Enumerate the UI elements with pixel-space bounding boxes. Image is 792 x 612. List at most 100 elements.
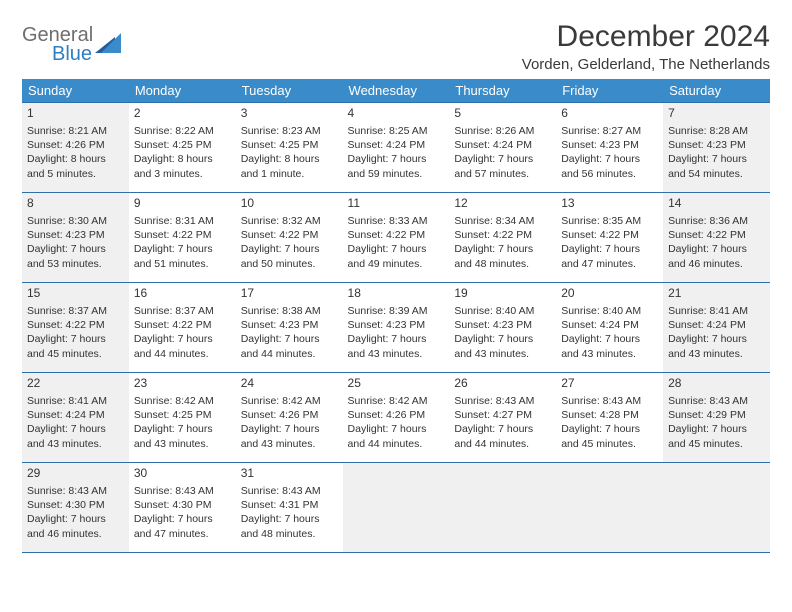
day-number: 23 xyxy=(134,376,231,390)
day-number: 28 xyxy=(668,376,765,390)
daylight-text: and 43 minutes. xyxy=(27,437,124,451)
day-cell: 30Sunrise: 8:43 AMSunset: 4:30 PMDayligh… xyxy=(129,463,236,553)
daylight-text: and 43 minutes. xyxy=(561,347,658,361)
daylight-text: Daylight: 7 hours xyxy=(241,422,338,436)
daylight-text: and 5 minutes. xyxy=(27,167,124,181)
day-number: 30 xyxy=(134,466,231,480)
day-cell: 1Sunrise: 8:21 AMSunset: 4:26 PMDaylight… xyxy=(22,103,129,193)
day-number: 18 xyxy=(348,286,445,300)
weekday-header: Saturday xyxy=(663,79,770,103)
calendar-week-row: 8Sunrise: 8:30 AMSunset: 4:23 PMDaylight… xyxy=(22,193,770,283)
daylight-text: and 53 minutes. xyxy=(27,257,124,271)
day-number: 11 xyxy=(348,196,445,210)
daylight-text: and 46 minutes. xyxy=(668,257,765,271)
sunset-text: Sunset: 4:31 PM xyxy=(241,498,338,512)
sunrise-text: Sunrise: 8:43 AM xyxy=(241,484,338,498)
title-block: December 2024 Vorden, Gelderland, The Ne… xyxy=(522,20,770,73)
sunset-text: Sunset: 4:27 PM xyxy=(454,408,551,422)
sunrise-text: Sunrise: 8:36 AM xyxy=(668,214,765,228)
daylight-text: Daylight: 7 hours xyxy=(27,422,124,436)
day-number: 15 xyxy=(27,286,124,300)
day-cell: 12Sunrise: 8:34 AMSunset: 4:22 PMDayligh… xyxy=(449,193,556,283)
sunrise-text: Sunrise: 8:42 AM xyxy=(241,394,338,408)
daylight-text: Daylight: 7 hours xyxy=(454,152,551,166)
sunrise-text: Sunrise: 8:40 AM xyxy=(454,304,551,318)
daylight-text: Daylight: 7 hours xyxy=(27,242,124,256)
daylight-text: Daylight: 7 hours xyxy=(561,332,658,346)
day-number: 14 xyxy=(668,196,765,210)
daylight-text: Daylight: 7 hours xyxy=(668,422,765,436)
daylight-text: and 48 minutes. xyxy=(454,257,551,271)
daylight-text: and 43 minutes. xyxy=(668,347,765,361)
sunset-text: Sunset: 4:22 PM xyxy=(134,318,231,332)
daylight-text: Daylight: 7 hours xyxy=(348,422,445,436)
header: General Blue December 2024 Vorden, Gelde… xyxy=(22,20,770,73)
sunset-text: Sunset: 4:25 PM xyxy=(134,408,231,422)
calendar-body: 1Sunrise: 8:21 AMSunset: 4:26 PMDaylight… xyxy=(22,103,770,553)
weekday-header-row: SundayMondayTuesdayWednesdayThursdayFrid… xyxy=(22,79,770,103)
day-cell: 5Sunrise: 8:26 AMSunset: 4:24 PMDaylight… xyxy=(449,103,556,193)
day-cell: 21Sunrise: 8:41 AMSunset: 4:24 PMDayligh… xyxy=(663,283,770,373)
day-number: 1 xyxy=(27,106,124,120)
calendar-week-row: 22Sunrise: 8:41 AMSunset: 4:24 PMDayligh… xyxy=(22,373,770,463)
daylight-text: and 47 minutes. xyxy=(134,527,231,541)
sunset-text: Sunset: 4:23 PM xyxy=(241,318,338,332)
sunrise-text: Sunrise: 8:38 AM xyxy=(241,304,338,318)
sunset-text: Sunset: 4:22 PM xyxy=(27,318,124,332)
day-cell: 3Sunrise: 8:23 AMSunset: 4:25 PMDaylight… xyxy=(236,103,343,193)
day-number: 17 xyxy=(241,286,338,300)
daylight-text: and 56 minutes. xyxy=(561,167,658,181)
day-cell: 4Sunrise: 8:25 AMSunset: 4:24 PMDaylight… xyxy=(343,103,450,193)
sunset-text: Sunset: 4:30 PM xyxy=(134,498,231,512)
sunset-text: Sunset: 4:24 PM xyxy=(454,138,551,152)
day-cell: 31Sunrise: 8:43 AMSunset: 4:31 PMDayligh… xyxy=(236,463,343,553)
sunrise-text: Sunrise: 8:41 AM xyxy=(668,304,765,318)
sunset-text: Sunset: 4:23 PM xyxy=(348,318,445,332)
weekday-header: Wednesday xyxy=(343,79,450,103)
daylight-text: and 43 minutes. xyxy=(454,347,551,361)
daylight-text: and 44 minutes. xyxy=(454,437,551,451)
daylight-text: Daylight: 7 hours xyxy=(27,512,124,526)
day-number: 8 xyxy=(27,196,124,210)
daylight-text: Daylight: 7 hours xyxy=(134,422,231,436)
day-cell: 10Sunrise: 8:32 AMSunset: 4:22 PMDayligh… xyxy=(236,193,343,283)
calendar-page: General Blue December 2024 Vorden, Gelde… xyxy=(0,0,792,573)
sunset-text: Sunset: 4:22 PM xyxy=(561,228,658,242)
calendar-head: SundayMondayTuesdayWednesdayThursdayFrid… xyxy=(22,79,770,103)
day-cell: 2Sunrise: 8:22 AMSunset: 4:25 PMDaylight… xyxy=(129,103,236,193)
weekday-header: Friday xyxy=(556,79,663,103)
calendar-week-row: 15Sunrise: 8:37 AMSunset: 4:22 PMDayligh… xyxy=(22,283,770,373)
day-number: 24 xyxy=(241,376,338,390)
day-number: 3 xyxy=(241,106,338,120)
daylight-text: and 44 minutes. xyxy=(134,347,231,361)
daylight-text: Daylight: 7 hours xyxy=(241,512,338,526)
daylight-text: Daylight: 7 hours xyxy=(454,422,551,436)
sunset-text: Sunset: 4:22 PM xyxy=(241,228,338,242)
sunset-text: Sunset: 4:22 PM xyxy=(348,228,445,242)
daylight-text: Daylight: 7 hours xyxy=(454,242,551,256)
daylight-text: and 45 minutes. xyxy=(27,347,124,361)
day-cell: 6Sunrise: 8:27 AMSunset: 4:23 PMDaylight… xyxy=(556,103,663,193)
day-cell: 22Sunrise: 8:41 AMSunset: 4:24 PMDayligh… xyxy=(22,373,129,463)
sunset-text: Sunset: 4:28 PM xyxy=(561,408,658,422)
sunrise-text: Sunrise: 8:27 AM xyxy=(561,124,658,138)
day-cell: 19Sunrise: 8:40 AMSunset: 4:23 PMDayligh… xyxy=(449,283,556,373)
sunset-text: Sunset: 4:23 PM xyxy=(27,228,124,242)
sunrise-text: Sunrise: 8:21 AM xyxy=(27,124,124,138)
weekday-header: Sunday xyxy=(22,79,129,103)
day-cell: 26Sunrise: 8:43 AMSunset: 4:27 PMDayligh… xyxy=(449,373,556,463)
daylight-text: and 43 minutes. xyxy=(241,437,338,451)
daylight-text: and 47 minutes. xyxy=(561,257,658,271)
daylight-text: Daylight: 7 hours xyxy=(134,512,231,526)
daylight-text: and 54 minutes. xyxy=(668,167,765,181)
sunset-text: Sunset: 4:22 PM xyxy=(454,228,551,242)
day-number: 7 xyxy=(668,106,765,120)
day-number: 2 xyxy=(134,106,231,120)
daylight-text: and 1 minute. xyxy=(241,167,338,181)
sunset-text: Sunset: 4:25 PM xyxy=(134,138,231,152)
empty-cell xyxy=(449,463,556,553)
sunrise-text: Sunrise: 8:37 AM xyxy=(134,304,231,318)
daylight-text: and 46 minutes. xyxy=(27,527,124,541)
day-cell: 8Sunrise: 8:30 AMSunset: 4:23 PMDaylight… xyxy=(22,193,129,283)
sunset-text: Sunset: 4:30 PM xyxy=(27,498,124,512)
